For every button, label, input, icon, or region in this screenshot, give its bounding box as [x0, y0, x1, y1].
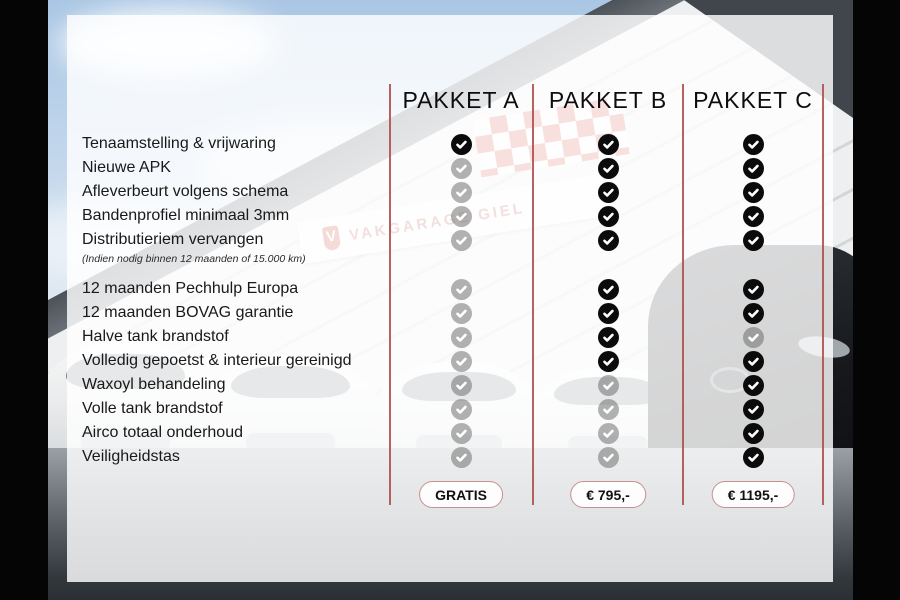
- feature-label: Distributieriem vervangen: [82, 231, 264, 248]
- check-included-icon: [742, 350, 764, 372]
- feature-label: Bandenprofiel minimaal 3mm: [82, 207, 290, 224]
- package-b-price-badge: € 795,-: [570, 481, 646, 508]
- check-included-icon: [597, 350, 619, 372]
- check-included-icon: [742, 133, 764, 155]
- check-included-icon: [742, 181, 764, 203]
- check-excluded-icon: [597, 374, 619, 396]
- check-excluded-icon: [450, 157, 472, 179]
- check-included-icon: [742, 302, 764, 324]
- check-included-icon: [597, 133, 619, 155]
- check-included-icon: [742, 374, 764, 396]
- check-included-icon: [597, 205, 619, 227]
- package-b-header: PAKKET B: [548, 87, 668, 113]
- feature-label: Airco totaal onderhoud: [82, 424, 243, 441]
- feature-label: Volledig gepoetst & interieur gereinigd: [82, 352, 352, 369]
- column-divider: [822, 84, 824, 505]
- package-a-price-badge: GRATIS: [419, 481, 503, 508]
- check-excluded-icon: [450, 229, 472, 251]
- feature-label: Afleverbeurt volgens schema: [82, 183, 289, 200]
- check-included-icon: [597, 229, 619, 251]
- check-excluded-icon: [450, 398, 472, 420]
- check-included-icon: [597, 278, 619, 300]
- check-included-icon: [742, 446, 764, 468]
- check-excluded-icon: [597, 398, 619, 420]
- check-excluded-icon: [450, 302, 472, 324]
- column-divider: [682, 84, 684, 505]
- package-c-header: PAKKET C: [693, 87, 813, 113]
- feature-label: Veiligheidstas: [82, 448, 180, 465]
- check-included-icon: [450, 133, 472, 155]
- column-divider: [532, 84, 534, 505]
- feature-label: 12 maanden BOVAG garantie: [82, 304, 294, 321]
- check-included-icon: [742, 398, 764, 420]
- check-excluded-icon: [450, 374, 472, 396]
- check-excluded-icon: [450, 446, 472, 468]
- check-included-icon: [742, 157, 764, 179]
- feature-label: Volle tank brandstof: [82, 400, 223, 417]
- check-excluded-icon: [597, 422, 619, 444]
- check-included-icon: [742, 205, 764, 227]
- check-included-icon: [742, 422, 764, 444]
- check-excluded-icon: [450, 422, 472, 444]
- feature-label: 12 maanden Pechhulp Europa: [82, 280, 299, 297]
- check-excluded-icon: [450, 278, 472, 300]
- feature-label: Halve tank brandstof: [82, 328, 229, 345]
- check-included-icon: [742, 278, 764, 300]
- check-excluded-icon: [450, 326, 472, 348]
- check-excluded-icon: [597, 446, 619, 468]
- package-a-header: PAKKET A: [402, 87, 520, 113]
- check-included-icon: [597, 157, 619, 179]
- check-excluded-icon: [450, 181, 472, 203]
- check-excluded-icon: [742, 326, 764, 348]
- check-included-icon: [597, 326, 619, 348]
- check-included-icon: [742, 229, 764, 251]
- package-c-price-badge: € 1195,-: [711, 481, 795, 508]
- check-excluded-icon: [450, 350, 472, 372]
- feature-label: Waxoyl behandeling: [82, 376, 226, 393]
- check-included-icon: [597, 181, 619, 203]
- check-included-icon: [597, 302, 619, 324]
- check-excluded-icon: [450, 205, 472, 227]
- column-divider: [389, 84, 391, 505]
- feature-label: Tenaamstelling & vrijwaring: [82, 135, 276, 152]
- feature-label: Nieuwe APK: [82, 159, 171, 176]
- feature-note: (Indien nodig binnen 12 maanden of 15.00…: [82, 253, 306, 265]
